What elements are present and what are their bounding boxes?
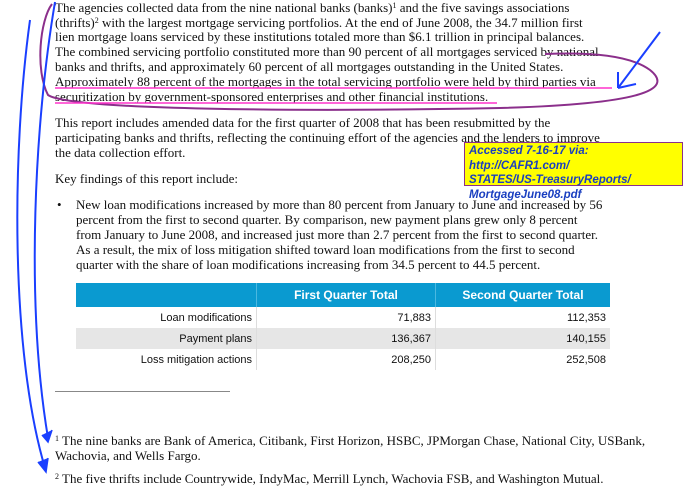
text-line: The combined servicing portfolio constit… xyxy=(55,44,599,59)
key-findings-heading: Key findings of this report include: xyxy=(55,171,239,186)
text-line: quarter with the share of loan modificat… xyxy=(76,257,541,272)
text-line: percent from the first to second quarter… xyxy=(76,212,578,227)
cell: 208,250 xyxy=(256,349,436,370)
arrow-icon xyxy=(41,429,53,444)
note-line: MortgageJune08.pdf xyxy=(469,188,582,201)
arrow-icon xyxy=(37,457,49,474)
loss-mitigation-table: First Quarter Total Second Quarter Total… xyxy=(76,283,610,370)
row-label: Loan modifications xyxy=(76,307,257,328)
text-line: participating banks and thrifts, reflect… xyxy=(55,130,600,145)
footnote-continuation: Wachovia, and Wells Fargo. xyxy=(55,448,201,463)
text-line: As a result, the mix of loss mitigation … xyxy=(76,242,575,257)
cell: 140,155 xyxy=(435,328,610,349)
cell: 71,883 xyxy=(256,307,436,328)
text-line: New loan modifications increased by more… xyxy=(76,197,603,212)
highlighted-line: Approximately 88 percent of the mortgage… xyxy=(55,74,596,89)
table-header: First Quarter Total xyxy=(256,283,436,307)
table-header xyxy=(76,283,257,307)
text-line: the data collection effort. xyxy=(55,145,186,160)
text-line: (thrifts)2 with the largest mortgage ser… xyxy=(55,15,583,30)
footnote-ref: 1 xyxy=(392,1,397,10)
footnote: 1 The nine banks are Bank of America, Ci… xyxy=(55,433,646,448)
row-label: Loss mitigation actions xyxy=(76,349,257,370)
highlighted-line: securitization by government-sponsored e… xyxy=(55,89,489,104)
source-annotation-note: Accessed 7-16-17 via: http://CAFR1.com/ … xyxy=(464,142,683,201)
cell: 112,353 xyxy=(567,311,606,324)
text-line: banks and thrifts, and approximately 60 … xyxy=(55,59,564,74)
arrow-icon xyxy=(617,31,661,89)
cell: 136,367 xyxy=(256,328,436,349)
arrow-icon xyxy=(16,19,46,469)
text-line: This report includes amended data for th… xyxy=(55,115,551,130)
note-line: Accessed 7-16-17 via: http://CAFR1.com/ xyxy=(469,145,589,172)
row-label: Payment plans xyxy=(76,328,257,349)
text-line: The agencies collected data from the nin… xyxy=(55,0,570,15)
text-line: lien mortgage loans serviced by these in… xyxy=(55,29,585,44)
note-line: STATES/US-TreasuryReports/ xyxy=(469,174,631,186)
footnote-divider xyxy=(55,391,230,392)
arrow-icon xyxy=(33,1,56,439)
footnote: 2 The five thrifts include Countrywide, … xyxy=(55,471,604,486)
cell: 252,508 xyxy=(566,353,606,366)
table-row: Payment plans 136,367 140,155 xyxy=(76,328,610,349)
table-header: Second Quarter Total xyxy=(435,283,610,307)
text-line: from January to June 2008, and increased… xyxy=(76,227,599,242)
bullet-icon: • xyxy=(57,197,62,212)
table-row: Loan modifications 71,883 112,353 xyxy=(76,307,610,328)
table-header-row: First Quarter Total Second Quarter Total xyxy=(76,283,610,307)
table-row: Loss mitigation actions 208,250 252,508 xyxy=(76,349,610,370)
footnote-ref: 2 xyxy=(94,16,99,25)
